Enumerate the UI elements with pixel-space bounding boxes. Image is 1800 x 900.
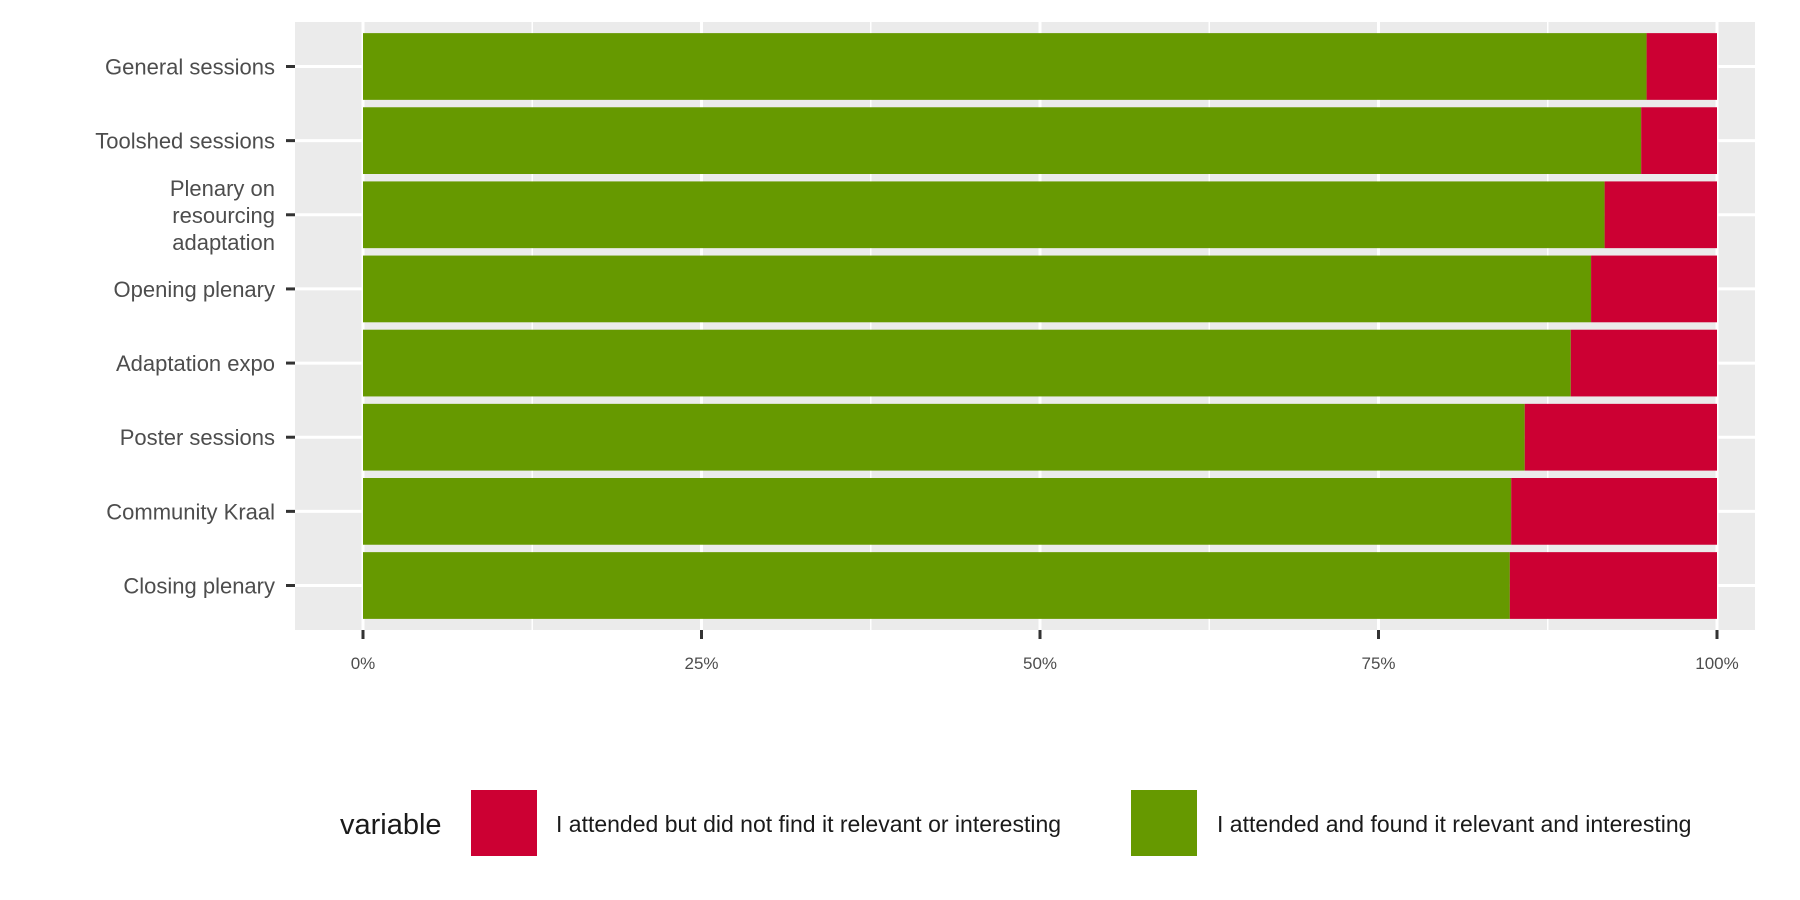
legend-title: variable xyxy=(340,809,442,841)
bar-relevant-6 xyxy=(363,478,1512,545)
y-tick-label-3: Opening plenary xyxy=(114,277,275,302)
bar-not-relevant-2 xyxy=(1604,181,1717,249)
legend: variable I attended but did not find it … xyxy=(340,790,1691,856)
x-tick-label-1: 25% xyxy=(684,654,718,673)
y-tick-label-0: General sessions xyxy=(105,54,275,79)
x-tick-label-0: 0% xyxy=(351,654,376,673)
x-tick-label-2: 50% xyxy=(1023,654,1057,673)
bar-not-relevant-4 xyxy=(1570,329,1717,397)
y-tick-label-4: Adaptation expo xyxy=(116,351,275,376)
y-tick-label-2: Plenary on resourcing adaptation xyxy=(170,176,275,255)
bar-relevant-1 xyxy=(363,107,1642,174)
bar-not-relevant-3 xyxy=(1591,255,1717,323)
bar-relevant-2 xyxy=(363,181,1605,249)
bars xyxy=(363,33,1717,619)
x-tick-label-4: 100% xyxy=(1695,654,1738,673)
bar-not-relevant-0 xyxy=(1646,33,1717,100)
y-axis: General sessions Toolshed sessions Plenary… xyxy=(95,54,295,599)
legend-swatch-relevant xyxy=(1131,790,1197,856)
bar-relevant-5 xyxy=(363,403,1525,471)
bar-not-relevant-5 xyxy=(1524,403,1717,471)
legend-label-relevant: I attended and found it relevant and int… xyxy=(1217,811,1691,837)
x-axis: 0% 25% 50% 75% 100% xyxy=(351,630,1739,673)
y-tick-label-6: Community Kraal xyxy=(106,499,275,524)
bar-not-relevant-6 xyxy=(1511,478,1717,545)
y-tick-label-1: Toolshed sessions xyxy=(95,129,275,154)
y-tick-label-5: Poster sessions xyxy=(120,425,275,450)
bar-relevant-7 xyxy=(363,552,1510,619)
bar-not-relevant-1 xyxy=(1641,107,1717,174)
bar-relevant-3 xyxy=(363,255,1592,323)
y-tick-label-7: Closing plenary xyxy=(123,574,275,599)
bar-relevant-0 xyxy=(363,33,1647,100)
x-tick-label-3: 75% xyxy=(1361,654,1395,673)
legend-swatch-not-relevant xyxy=(471,790,537,856)
bar-relevant-4 xyxy=(363,329,1571,397)
bar-not-relevant-7 xyxy=(1509,552,1717,619)
legend-label-not-relevant: I attended but did not find it relevant … xyxy=(556,811,1061,837)
